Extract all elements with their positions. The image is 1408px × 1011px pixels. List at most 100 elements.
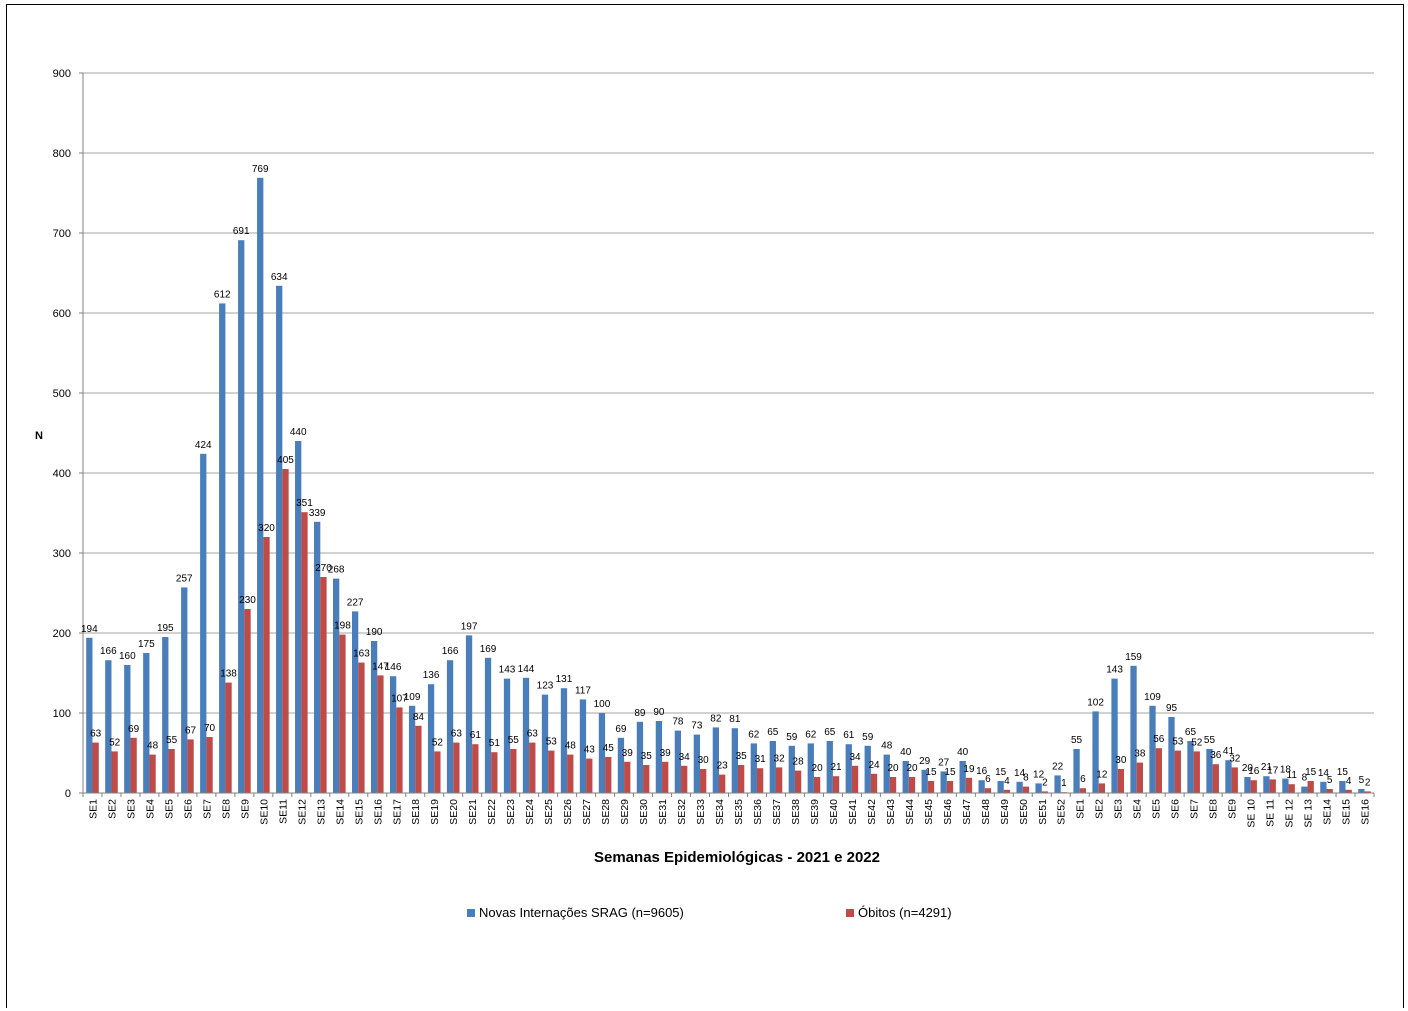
bar-obitos — [927, 781, 935, 793]
x-tick-label: SE15 — [353, 799, 365, 825]
bar-obitos — [92, 742, 99, 793]
data-label-obitos: 55 — [166, 735, 178, 746]
bar-obitos — [605, 757, 612, 793]
x-tick-label: SE33 — [695, 799, 707, 825]
bar-internacoes — [1149, 705, 1156, 793]
data-label-internacoes: 27 — [938, 757, 950, 768]
x-tick-label: SE43 — [885, 799, 897, 825]
data-label-internacoes: 14 — [1318, 768, 1330, 779]
data-label-internacoes: 81 — [729, 714, 741, 725]
data-label-internacoes: 29 — [919, 756, 931, 767]
bar-obitos — [434, 751, 441, 793]
bar-internacoes — [238, 240, 245, 793]
bar-obitos — [737, 765, 745, 793]
data-label-internacoes: 40 — [900, 747, 912, 758]
data-label-obitos: 36 — [1210, 750, 1222, 761]
data-label-obitos: 6 — [985, 774, 991, 785]
data-label-obitos: 67 — [185, 725, 197, 736]
bar-internacoes — [1206, 749, 1213, 793]
bar-obitos — [1288, 784, 1295, 793]
x-tick-label: SE 10 — [1246, 799, 1258, 828]
bar-internacoes — [162, 637, 169, 793]
bar-internacoes — [541, 694, 549, 793]
data-label-obitos: 34 — [679, 752, 691, 763]
x-tick-label: SE35 — [733, 799, 745, 825]
x-tick-label: SE18 — [410, 799, 422, 825]
x-tick-label: SE26 — [562, 799, 574, 825]
bar-internacoes — [181, 587, 188, 793]
x-tick-label: SE49 — [999, 799, 1011, 825]
x-tick-label: SE10 — [258, 799, 270, 825]
bar-obitos — [301, 512, 308, 793]
legend-swatch-internacoes — [467, 908, 475, 917]
bar-obitos — [130, 737, 137, 793]
y-tick-label: 600 — [53, 308, 71, 320]
x-tick-label: SE25 — [543, 799, 555, 825]
bar-obitos — [624, 761, 631, 793]
data-label-obitos: 55 — [508, 735, 520, 746]
x-tick-label: SE36 — [752, 799, 764, 825]
bar-obitos — [1307, 781, 1314, 793]
bar-obitos — [1231, 767, 1238, 793]
data-label-internacoes: 15 — [1337, 767, 1349, 778]
bar-internacoes — [959, 761, 966, 793]
bar-internacoes — [693, 734, 701, 793]
bar-internacoes — [389, 676, 397, 793]
bar-obitos — [263, 537, 270, 793]
bar-internacoes — [1168, 717, 1175, 793]
data-label-obitos: 138 — [220, 669, 237, 680]
data-label-obitos: 351 — [296, 498, 313, 509]
bar-internacoes — [864, 745, 871, 793]
x-tick-label: SE22 — [486, 799, 498, 825]
data-label-obitos: 17 — [1267, 765, 1279, 776]
bar-internacoes — [276, 285, 283, 793]
data-label-internacoes: 65 — [767, 727, 779, 738]
bars: 1946316652160691754819555257674247061213… — [81, 164, 1371, 794]
data-label-obitos: 30 — [698, 755, 710, 766]
bar-internacoes — [750, 743, 757, 793]
legend-label-obitos: Óbitos (n=4291) — [858, 905, 952, 920]
y-tick-label: 800 — [53, 148, 71, 160]
data-label-obitos: 147 — [372, 661, 389, 672]
x-tick-label: SE38 — [790, 799, 802, 825]
bar-internacoes — [427, 684, 435, 793]
data-label-internacoes: 197 — [461, 621, 478, 632]
bar-internacoes — [1225, 760, 1232, 793]
bar-obitos — [567, 754, 574, 793]
bar-obitos — [756, 768, 764, 793]
bar-internacoes — [883, 754, 890, 793]
data-label-obitos: 35 — [736, 751, 748, 762]
data-label-obitos: 5 — [1327, 775, 1333, 786]
data-label-obitos: 12 — [1096, 769, 1108, 780]
bar-obitos — [1098, 783, 1106, 793]
legend-label-internacoes: Novas Internações SRAG (n=9605) — [479, 905, 684, 920]
data-label-obitos: 16 — [1248, 766, 1260, 777]
data-label-obitos: 30 — [1115, 755, 1127, 766]
x-tick-label: SE23 — [505, 799, 517, 825]
x-tick-label: SE46 — [942, 799, 954, 825]
x-tick-label: SE45 — [923, 799, 935, 825]
bar-obitos — [1326, 789, 1333, 793]
bar-obitos — [965, 777, 973, 793]
bar-obitos — [1041, 791, 1049, 793]
data-label-internacoes: 144 — [518, 664, 535, 675]
x-tick-label: SE16 — [1360, 799, 1372, 825]
data-label-internacoes: 123 — [537, 681, 554, 692]
bar-obitos — [396, 707, 403, 793]
x-tick-label: SE29 — [619, 799, 631, 825]
bar-obitos — [700, 769, 707, 793]
data-label-internacoes: 15 — [995, 767, 1007, 778]
data-label-internacoes: 339 — [309, 508, 326, 519]
data-label-obitos: 20 — [906, 763, 918, 774]
data-label-obitos: 20 — [812, 763, 824, 774]
data-label-internacoes: 131 — [556, 674, 573, 685]
x-tick-label: SE4 — [144, 799, 156, 819]
data-label-internacoes: 136 — [423, 670, 440, 681]
data-label-internacoes: 100 — [594, 699, 611, 710]
bar-internacoes — [370, 641, 378, 793]
data-label-obitos: 270 — [315, 563, 332, 574]
data-label-internacoes: 195 — [157, 623, 174, 634]
bar-internacoes — [655, 721, 663, 793]
data-label-obitos: 63 — [527, 729, 539, 740]
